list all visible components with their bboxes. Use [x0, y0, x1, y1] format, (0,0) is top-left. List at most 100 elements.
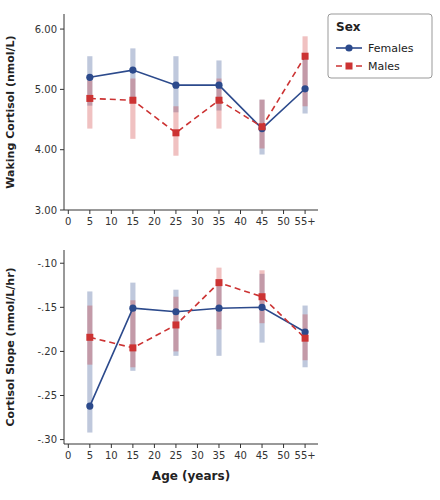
x-axis-line	[64, 444, 318, 445]
x-tick	[262, 444, 263, 448]
x-tick	[111, 210, 112, 214]
y-tick	[60, 395, 64, 396]
x-tick-label: 35	[213, 450, 226, 461]
iqr-bar	[130, 283, 135, 371]
y-tick	[60, 29, 64, 30]
x-tick-label: 5	[87, 450, 93, 461]
mean-marker	[172, 82, 179, 89]
mean-marker	[302, 335, 309, 342]
mean-marker	[301, 85, 308, 92]
y-tick	[60, 263, 64, 264]
x-tick	[218, 444, 219, 448]
y-tick	[60, 89, 64, 90]
mean-marker	[129, 344, 136, 351]
x-tick-label: 50	[277, 216, 290, 227]
legend-title: Sex	[336, 20, 361, 34]
x-tick	[154, 444, 155, 448]
y-tick	[60, 439, 64, 440]
y-axis-label: Cortisol Slope (nmol/L/hr)	[4, 267, 17, 426]
y-tick-label: -.15	[37, 302, 57, 313]
legend-box	[328, 14, 432, 78]
iqr-bar	[87, 291, 92, 432]
mean-marker	[259, 293, 266, 300]
y-tick-label: 5.00	[35, 84, 57, 95]
mean-marker	[86, 334, 93, 341]
iqr-bar	[303, 36, 308, 106]
mean-marker	[301, 328, 308, 335]
mean-marker	[172, 308, 179, 315]
iqr-bar	[259, 100, 264, 155]
x-tick-label: 35	[213, 216, 226, 227]
mean-marker	[86, 95, 93, 102]
x-tick	[262, 210, 263, 214]
mean-marker	[129, 66, 136, 73]
x-tick	[68, 444, 69, 448]
plot-area	[86, 36, 308, 155]
x-tick	[89, 210, 90, 214]
x-tick-label: 25	[170, 450, 183, 461]
iqr-bar	[130, 79, 135, 139]
x-tick-label: 55+	[295, 216, 316, 227]
x-tick	[132, 210, 133, 214]
x-tick-label: 55+	[295, 450, 316, 461]
mean-marker	[86, 402, 93, 409]
mean-line	[90, 307, 305, 406]
mean-marker	[129, 305, 136, 312]
y-tick-label: 3.00	[35, 205, 57, 216]
mean-marker	[215, 82, 222, 89]
x-tick	[197, 444, 198, 448]
y-tick-label: -.25	[37, 390, 57, 401]
mean-marker	[172, 129, 179, 136]
legend-label: Males	[368, 60, 400, 73]
x-tick-label: 0	[65, 450, 71, 461]
x-tick	[240, 444, 241, 448]
x-tick-label: 15	[127, 450, 140, 461]
y-tick	[60, 149, 64, 150]
y-tick-label: -.20	[37, 346, 57, 357]
x-tick-label: 15	[127, 216, 140, 227]
x-tick-label: 45	[256, 216, 269, 227]
x-tick	[240, 210, 241, 214]
panel: 0510152025303540455055+3.004.005.006.00W…	[4, 14, 432, 227]
x-tick	[305, 210, 306, 214]
iqr-bar	[87, 306, 92, 365]
iqr-bar	[87, 80, 92, 128]
x-tick-label: 10	[105, 216, 118, 227]
mean-line	[90, 283, 305, 348]
legend-marker	[345, 44, 352, 51]
legend: Sex Females Males	[328, 14, 432, 78]
iqr-bar	[173, 297, 178, 352]
x-tick	[111, 444, 112, 448]
panel: 0510152025303540455055+-.30-.25-.20-.15-…	[4, 250, 318, 483]
x-tick	[305, 444, 306, 448]
iqr-bar	[303, 314, 308, 360]
x-tick-label: 10	[105, 450, 118, 461]
x-tick-label: 20	[148, 216, 161, 227]
y-tick	[60, 210, 64, 211]
y-tick-label: -.10	[37, 258, 57, 269]
mean-marker	[259, 123, 266, 130]
iqr-bar	[259, 100, 264, 149]
x-tick-label: 30	[191, 450, 204, 461]
mean-line	[90, 56, 305, 133]
mean-marker	[215, 279, 222, 286]
x-tick	[175, 444, 176, 448]
iqr-bar	[259, 270, 264, 323]
x-tick	[89, 444, 90, 448]
x-tick	[132, 444, 133, 448]
mean-marker	[129, 97, 136, 104]
x-tick-label: 0	[65, 216, 71, 227]
mean-marker	[258, 304, 265, 311]
chart: 0510152025303540455055+3.004.005.006.00W…	[0, 0, 440, 500]
y-axis-line	[64, 14, 65, 210]
x-tick	[175, 210, 176, 214]
x-axis-label: Age (years)	[152, 469, 230, 483]
x-tick	[283, 444, 284, 448]
iqr-bar	[216, 268, 221, 330]
x-tick-label: 20	[148, 450, 161, 461]
legend-label: Females	[368, 42, 414, 55]
y-tick-label: 6.00	[35, 24, 57, 35]
x-tick	[218, 210, 219, 214]
mean-marker	[215, 305, 222, 312]
mean-marker	[302, 53, 309, 60]
